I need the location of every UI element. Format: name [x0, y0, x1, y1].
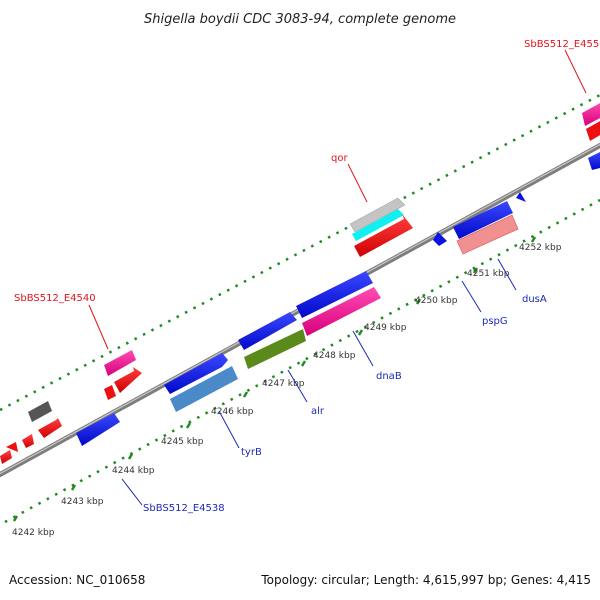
feature-dusA[interactable]	[456, 214, 519, 255]
tick-label: 4248 kbp	[313, 351, 356, 361]
feature-dnaB[interactable]	[302, 287, 381, 336]
feature-alr[interactable]	[244, 329, 306, 369]
feature-silver	[349, 197, 406, 233]
tick-label: 4243 kbp	[61, 497, 104, 507]
tick-label: 4251 kbp	[467, 269, 510, 279]
genome-summary-text: Topology: circular; Length: 4,615,997 bp…	[261, 573, 591, 587]
tick-label: 4249 kbp	[364, 323, 407, 333]
label-dusA[interactable]: dusA	[522, 294, 547, 305]
label-dnaB[interactable]: dnaB	[376, 371, 402, 382]
upper-dotted-track	[0, 93, 600, 412]
feature-blue-mid	[238, 312, 297, 350]
label-sbbs512-e4538[interactable]: SbBS512_E4538	[143, 503, 225, 514]
feature-qor[interactable]	[354, 214, 413, 257]
tick-label: 4252 kbp	[519, 243, 562, 253]
label-sbbs512-e4540[interactable]: SbBS512_E4540	[14, 293, 96, 304]
label-alr[interactable]: alr	[311, 406, 325, 417]
feature-blue-top-right	[588, 152, 600, 170]
scale-major-ticks	[12, 236, 537, 522]
scale-tick-labels: 4242 kbp 4243 kbp 4244 kbp 4245 kbp 4246…	[12, 243, 562, 538]
label-tyrB[interactable]: tyrB	[241, 447, 262, 458]
tick-label: 4250 kbp	[415, 296, 458, 306]
feature-sbbs512-e4540[interactable]	[104, 350, 136, 376]
feature-red-small	[104, 385, 116, 400]
tick-label: 4245 kbp	[161, 437, 204, 447]
feature-sbbs512-e4538[interactable]	[76, 413, 120, 446]
accession-text: Accession: NC_010658	[9, 573, 146, 587]
feature-red-arrow	[114, 367, 142, 393]
leader-lines	[88, 49, 587, 506]
feature-blue-upper	[164, 353, 228, 394]
tick-label: 4247 kbp	[262, 379, 305, 389]
label-pspG[interactable]: pspG	[482, 316, 508, 327]
feature-cyan	[352, 209, 404, 241]
feature-sbbs512-e4550[interactable]	[582, 102, 600, 126]
label-sbbs512-e4550[interactable]: SbBS512_E4550	[524, 39, 600, 50]
tick-label: 4242 kbp	[12, 528, 55, 538]
map-title: Shigella boydii CDC 3083-94, complete ge…	[144, 12, 456, 27]
feature-blue-tiny	[516, 192, 526, 202]
feature-red-top-right	[586, 121, 600, 141]
feature-small-red-cluster	[0, 401, 62, 464]
feature-tyrB[interactable]	[170, 366, 238, 412]
feature-blue-dnaB-upper	[296, 271, 373, 318]
tick-label: 4244 kbp	[112, 466, 155, 476]
feature-blue-pspG-row	[453, 201, 513, 239]
feature-pspG[interactable]	[433, 232, 447, 246]
tick-label: 4246 kbp	[211, 407, 254, 417]
label-qor[interactable]: qor	[331, 153, 348, 164]
